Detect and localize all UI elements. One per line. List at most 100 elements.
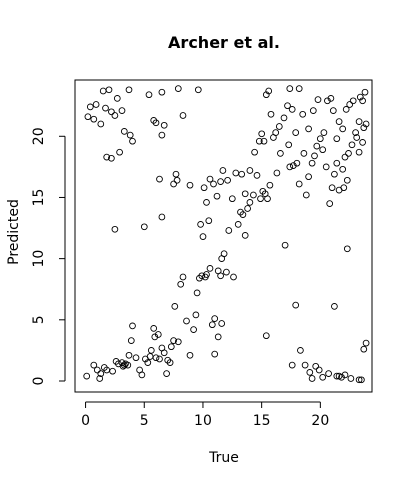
data-point-59 [230,273,237,281]
y-tick-label-0: 0 [31,377,47,386]
data-point-76 [285,141,293,149]
data-point-128 [158,88,166,96]
data-point-12 [120,361,128,369]
data-point-104 [92,101,100,108]
y-axis: 0 5 10 15 20 [31,127,66,386]
data-point-180 [339,125,347,133]
data-point-154 [258,130,266,138]
data-point-58 [225,227,233,234]
data-point-197 [288,361,296,369]
data-point-91 [333,159,341,167]
data-point-125 [156,175,163,183]
data-point-100 [361,88,369,96]
data-point-199 [297,347,304,354]
data-point-93 [339,165,347,173]
data-point-178 [333,135,341,143]
data-point-208 [333,372,341,380]
data-point-131 [174,85,182,92]
data-point-168 [299,110,307,118]
data-point-175 [324,97,331,105]
data-point-173 [316,135,324,143]
data-point-123 [150,117,158,124]
data-point-142 [210,180,217,188]
data-point-51 [208,321,216,329]
data-point-139 [203,199,210,206]
data-point-47 [198,272,206,280]
data-point-153 [255,137,263,145]
data-point-176 [327,95,335,102]
data-point-124 [152,119,160,127]
data-point-114 [126,131,134,139]
data-point-134 [194,86,202,94]
data-point-32 [163,370,170,377]
data-point-195 [173,176,181,184]
data-point-133 [186,181,194,189]
data-point-85 [313,142,321,150]
data-point-187 [362,120,370,128]
data-point-83 [308,159,316,167]
data-point-194 [218,320,226,327]
data-point-117 [108,154,115,162]
data-point-65 [246,199,254,206]
data-point-15 [125,351,133,359]
data-point-113 [120,128,128,135]
data-point-144 [217,178,224,185]
data-point-79 [293,159,301,167]
data-point-28 [154,331,162,338]
data-point-121 [140,223,148,231]
data-point-63 [241,232,249,239]
data-point-33 [164,356,172,364]
data-point-116 [103,153,111,161]
data-point-74 [277,150,284,157]
data-point-17 [129,322,136,330]
data-point-16 [127,337,135,344]
data-point-200 [301,361,309,369]
data-point-96 [348,141,356,149]
data-point-150 [241,190,249,198]
data-point-75 [281,241,289,249]
data-point-171 [309,107,317,114]
data-point-105 [97,120,105,128]
data-point-31 [160,349,168,357]
data-point-24 [147,347,155,354]
data-point-38 [174,338,182,346]
x-tick-label-10: 10 [194,413,212,429]
data-point-147 [228,195,236,203]
data-point-115 [129,137,136,145]
data-point-185 [356,93,364,101]
data-point-111 [113,95,121,102]
y-tick-label-15: 15 [31,189,47,207]
data-point-191 [355,148,363,156]
data-point-64 [244,205,251,212]
data-point-42 [186,351,194,359]
data-point-60 [234,221,242,228]
data-point-11 [119,362,127,370]
data-point-158 [267,110,275,118]
data-point-107 [102,104,109,112]
data-point-40 [179,273,187,281]
data-point-80 [295,180,303,188]
data-point-103 [90,115,98,123]
x-tick-label-20: 20 [311,413,329,429]
data-point-18 [132,354,140,362]
data-point-56 [220,250,228,258]
data-point-207 [331,303,338,310]
data-point-167 [295,85,303,92]
data-point-66 [250,191,257,199]
y-tick-label-5: 5 [31,315,47,324]
data-point-22 [144,359,152,366]
data-point-179 [335,118,343,125]
data-point-0 [83,372,91,380]
data-point-95 [345,150,352,157]
data-point-94 [341,153,349,161]
data-point-201 [306,369,314,376]
x-tick-label-0: 0 [81,413,90,429]
data-point-43 [190,326,197,333]
data-point-41 [183,317,190,325]
data-point-3 [96,375,104,382]
data-point-1 [90,361,98,369]
data-point-97 [352,129,359,136]
x-tick-label-5: 5 [140,413,149,429]
data-point-126 [158,131,166,139]
